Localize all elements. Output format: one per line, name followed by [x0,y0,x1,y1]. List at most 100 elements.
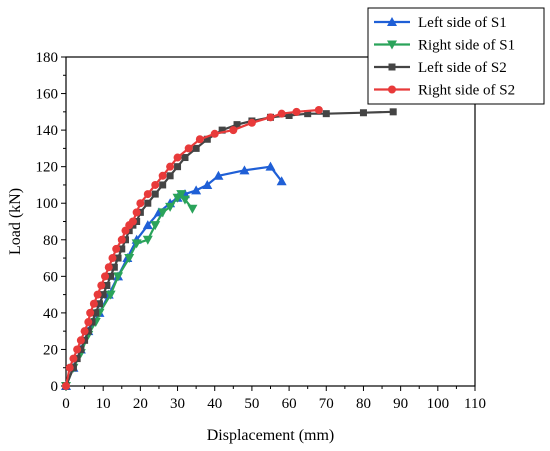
series-3 [62,106,323,390]
data-point [107,272,115,280]
data-point [173,153,182,162]
data-point [132,208,141,217]
data-point [181,154,189,162]
data-point [105,290,116,300]
y-tick-label: 60 [43,269,58,285]
y-tick-label: 100 [36,196,59,212]
data-point [99,291,107,299]
data-point [69,354,78,363]
data-point [142,235,153,245]
data-point [97,281,106,290]
data-point [151,190,159,198]
data-point [213,170,224,180]
x-tick-label: 90 [393,396,408,412]
data-point [210,129,219,138]
y-tick-label: 80 [43,233,58,249]
data-point [136,199,145,208]
x-tick-label: 50 [244,396,259,412]
x-tick-label: 80 [356,396,371,412]
data-point [322,110,330,118]
legend-label: Right side of S1 [418,38,515,54]
data-point [143,190,152,199]
data-point [142,220,153,230]
x-tick-label: 40 [207,396,222,412]
data-point [247,118,256,127]
data-point [101,272,110,281]
data-point [389,108,397,116]
series-layer [61,106,397,391]
data-point [304,110,312,118]
legend-marker [387,17,397,26]
data-point [144,199,152,207]
data-point [151,180,160,189]
x-tick-label: 110 [464,396,486,412]
legend-marker [387,40,397,50]
data-point [124,254,135,264]
x-tick-label: 100 [427,396,450,412]
data-point [184,144,193,153]
data-point [158,171,167,180]
x-axis-title: Displacement (mm) [207,427,335,444]
data-point [104,263,113,272]
data-point [195,135,204,144]
x-tick-label: 0 [62,396,70,412]
legend-box [367,7,545,105]
data-point [159,181,167,189]
data-point [62,382,70,390]
data-point [131,239,142,249]
legend-label: Right side of S2 [418,83,515,99]
data-point [203,135,211,143]
data-point [314,106,323,115]
data-point [202,179,213,189]
data-point [187,204,198,214]
y-tick-label: 180 [36,50,59,66]
data-point [292,107,301,116]
y-tick-label: 120 [36,160,59,176]
data-point [157,208,168,218]
y-tick-label: 40 [43,306,58,322]
data-point [113,272,124,282]
data-point [80,327,89,336]
legend: Left side of S1 Right side of S1 Left side… [367,7,545,105]
data-point [285,111,293,119]
data-point [229,126,238,135]
x-tick-label: 30 [170,396,185,412]
y-tick-label: 0 [51,379,59,395]
data-point [76,336,85,345]
legend-label: Left side of S1 [418,15,507,31]
data-point [150,221,161,231]
data-point [112,244,121,253]
plot-border [65,56,476,387]
data-point [93,290,102,299]
data-point [218,126,226,134]
data-point [92,309,100,317]
data-point [65,363,74,372]
legend-marker [388,85,396,94]
data-point [276,176,287,186]
data-point [179,195,190,205]
data-point [73,345,82,354]
y-axis-title: Load (kN) [7,188,24,255]
legend-marker [388,63,396,71]
data-point [108,254,117,263]
data-point [114,254,122,262]
data-point [266,113,275,122]
data-point [103,281,111,289]
data-point [165,202,176,212]
data-point [265,161,276,171]
data-point [118,245,126,253]
x-tick-label: 10 [96,396,111,412]
data-point [233,121,241,129]
data-point [128,217,137,226]
data-point [191,185,202,195]
data-point [174,163,182,171]
data-point [84,318,93,327]
data-point [86,308,95,317]
axes: 0 10 20 30 40 50 60 70 80 90 100 110 0 20 40 60 80 100 120… [36,50,486,412]
plot-frame [65,56,476,387]
data-point [166,162,175,171]
data-point [277,109,286,118]
data-point [192,144,200,152]
data-point [89,299,98,308]
